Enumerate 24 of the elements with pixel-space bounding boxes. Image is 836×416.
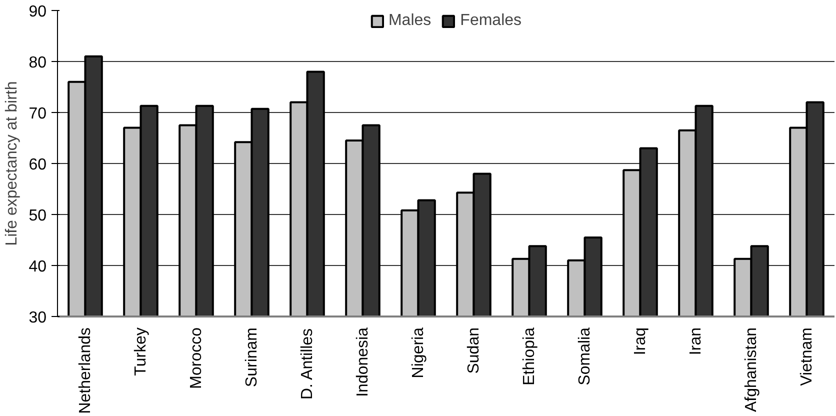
y-tick-label: 40: [28, 258, 47, 276]
y-tick-label: 90: [28, 4, 47, 20]
y-axis-title: Life expectancy at birth: [4, 81, 21, 246]
y-tick-label: 80: [28, 54, 47, 72]
x-tick-label: Iran: [687, 327, 704, 356]
x-tick-label: Turkey: [132, 327, 150, 376]
x-tick-label: Surinam: [243, 328, 260, 388]
x-tick-label: Vietnam: [798, 328, 816, 386]
x-tick-label: Morocco: [188, 327, 205, 389]
x-tick-label: Nigeria: [410, 327, 427, 378]
x-tick-label: Afghanistan: [742, 327, 760, 412]
y-tick-label: 70: [28, 106, 47, 122]
x-tick-label: Indonesia: [354, 327, 372, 397]
x-tick-label: Netherlands: [76, 327, 94, 414]
x-tick-label: Ethiopia: [520, 327, 538, 386]
x-tick-label: Sudan: [465, 328, 482, 374]
x-tick-label: D. Antilles: [298, 328, 316, 400]
y-tick-label: 30: [28, 310, 47, 326]
x-tick-label: Iraq: [632, 327, 649, 356]
x-tick-label: Somalia: [576, 327, 594, 386]
y-tick-label: 60: [28, 156, 47, 174]
y-tick-label: 50: [28, 208, 47, 224]
legend-label: Females: [460, 12, 522, 30]
legend-label: Males: [388, 12, 432, 30]
